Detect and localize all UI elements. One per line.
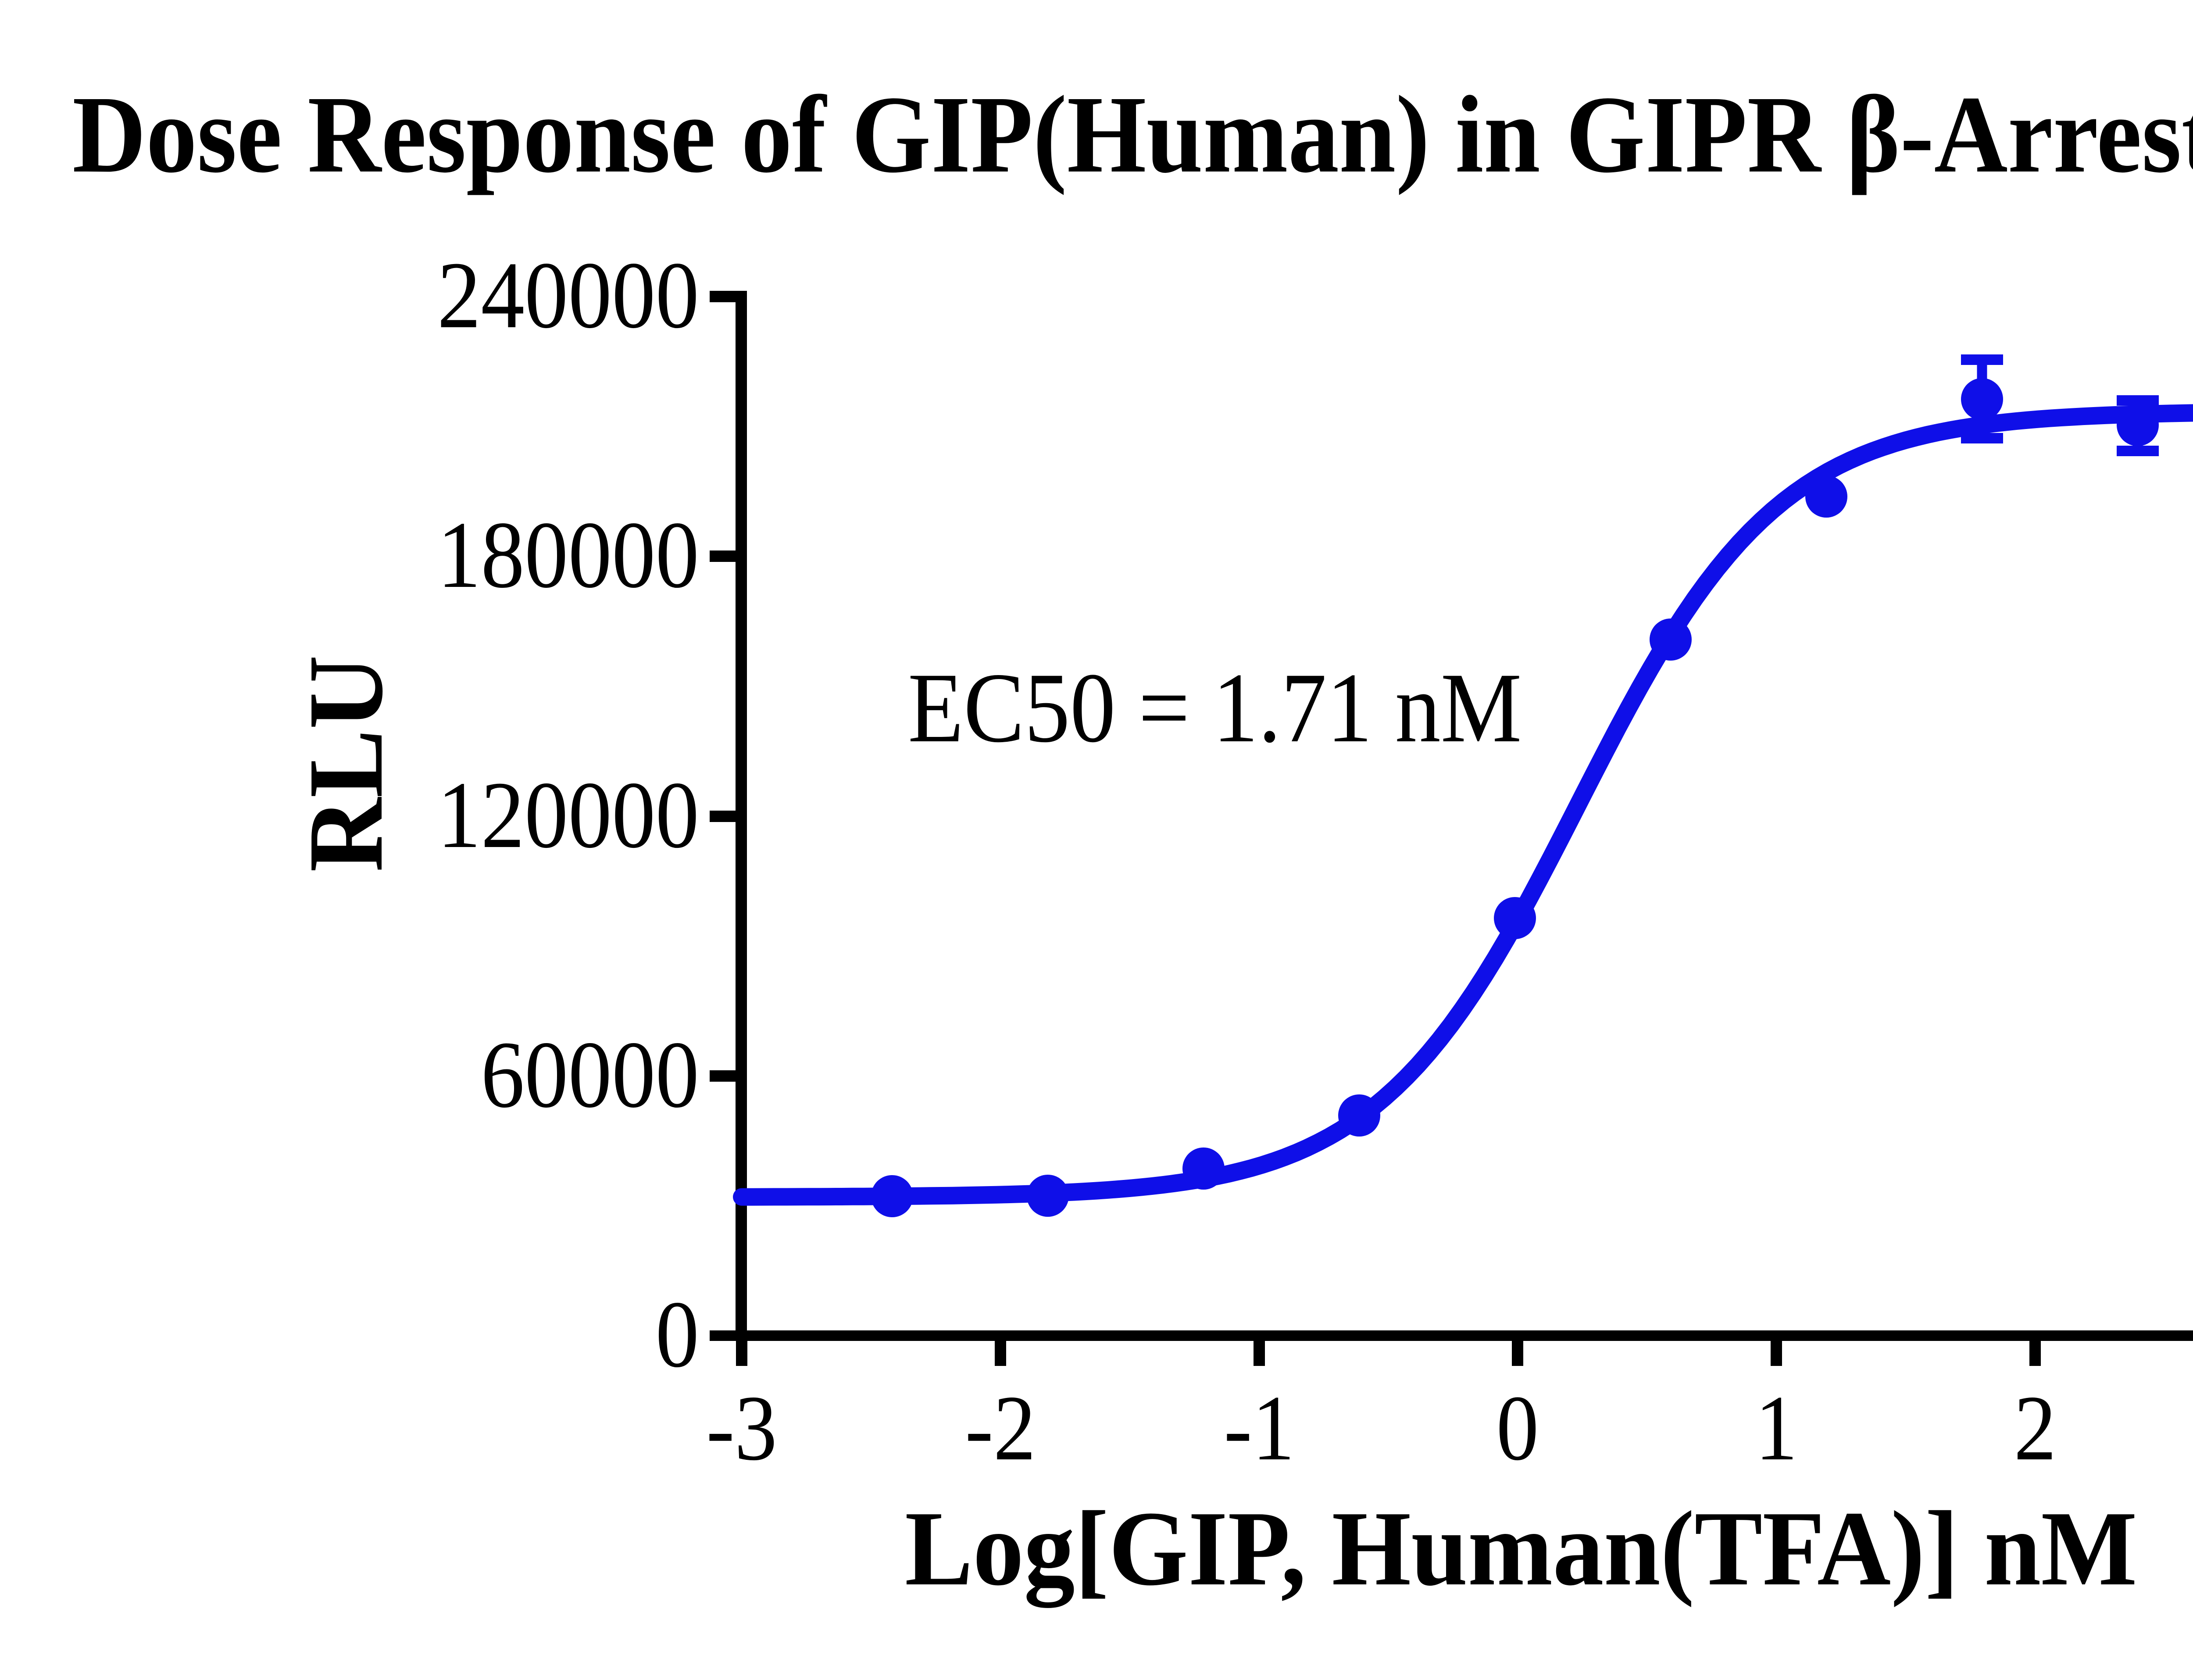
svg-text:RLU: RLU [286, 655, 405, 872]
svg-text:60000: 60000 [481, 1022, 699, 1128]
svg-text:Dose Response of GIP(Human) in: Dose Response of GIP(Human) in GIPR β-Ar… [72, 66, 2193, 196]
svg-text:1: 1 [1755, 1377, 1798, 1480]
svg-text:-1: -1 [1224, 1377, 1294, 1480]
svg-text:2: 2 [2014, 1377, 2057, 1480]
svg-text:EC50 = 1.71 nM: EC50 = 1.71 nM [908, 653, 1522, 763]
svg-text:180000: 180000 [437, 502, 699, 608]
svg-text:-3: -3 [706, 1377, 777, 1480]
svg-text:0: 0 [1497, 1377, 1539, 1480]
svg-text:-2: -2 [965, 1377, 1036, 1480]
svg-text:0: 0 [655, 1282, 699, 1387]
svg-text:120000: 120000 [437, 762, 699, 868]
svg-text:240000: 240000 [437, 243, 699, 348]
svg-text:Log[GIP, Human(TFA)] nM: Log[GIP, Human(TFA)] nM [905, 1489, 2137, 1608]
